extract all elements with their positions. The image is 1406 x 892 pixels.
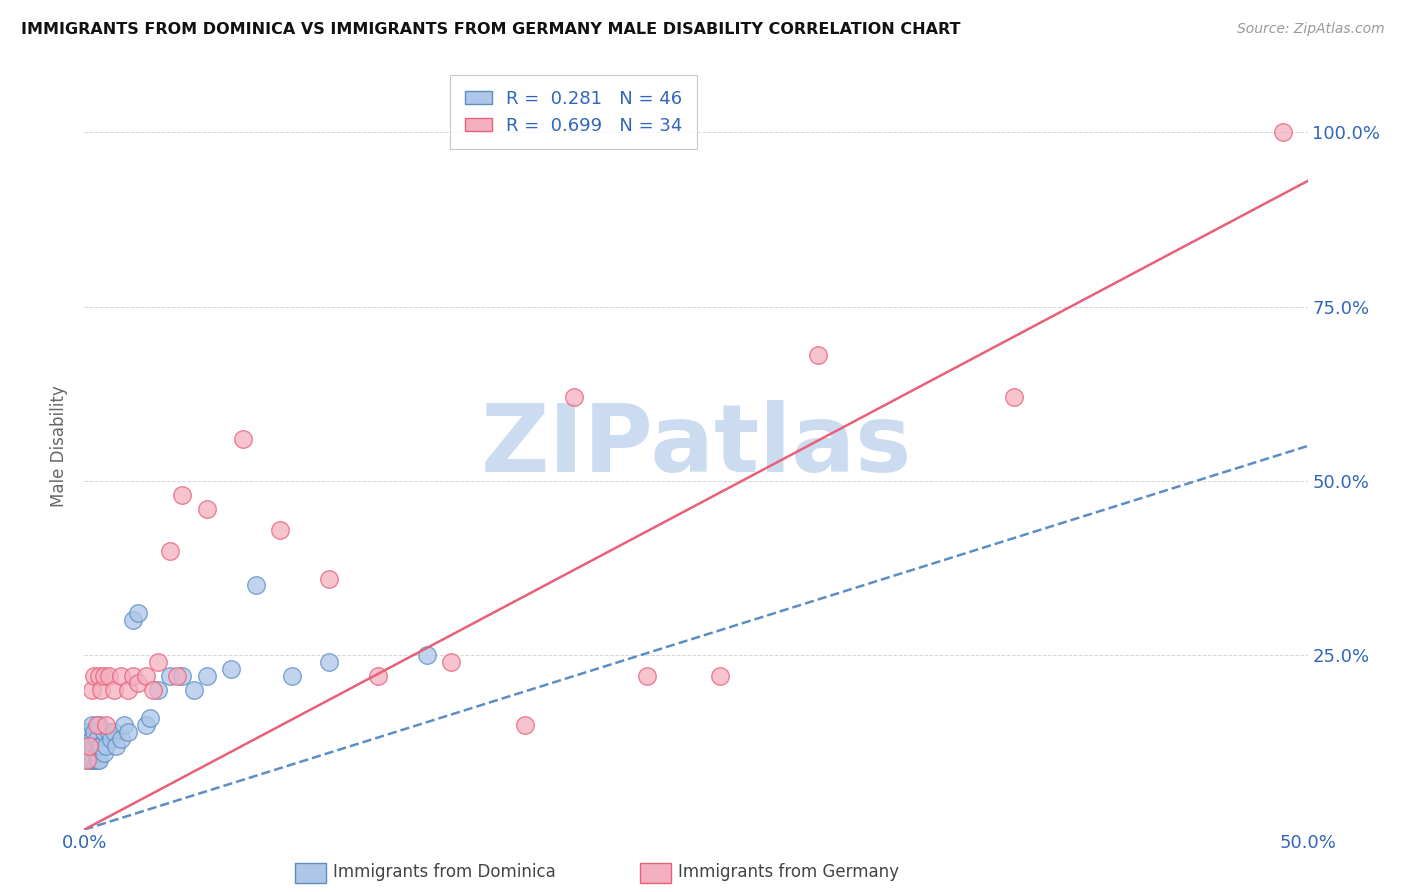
Point bbox=[318, 655, 340, 669]
Point bbox=[90, 739, 112, 753]
Point bbox=[318, 572, 340, 586]
Point bbox=[709, 669, 731, 683]
Point bbox=[83, 669, 105, 683]
Point bbox=[281, 669, 304, 683]
Point bbox=[80, 683, 103, 698]
Point bbox=[112, 718, 135, 732]
Point bbox=[76, 725, 98, 739]
Point bbox=[80, 718, 103, 732]
Point bbox=[76, 753, 98, 767]
Point bbox=[135, 718, 157, 732]
Point bbox=[80, 739, 103, 753]
Point bbox=[219, 662, 242, 676]
Text: Immigrants from Germany: Immigrants from Germany bbox=[678, 863, 898, 881]
Point bbox=[87, 669, 110, 683]
Point bbox=[86, 746, 108, 760]
Point bbox=[87, 753, 110, 767]
Point bbox=[127, 607, 149, 621]
Point bbox=[96, 739, 118, 753]
Point bbox=[440, 655, 463, 669]
Point bbox=[83, 739, 105, 753]
Point bbox=[77, 725, 100, 739]
Point bbox=[103, 683, 125, 698]
Point bbox=[232, 432, 254, 446]
Legend: R =  0.281   N = 46, R =  0.699   N = 34: R = 0.281 N = 46, R = 0.699 N = 34 bbox=[450, 75, 697, 149]
Point bbox=[93, 746, 115, 760]
Point bbox=[80, 731, 103, 746]
Point bbox=[117, 725, 139, 739]
Point bbox=[146, 683, 169, 698]
Text: IMMIGRANTS FROM DOMINICA VS IMMIGRANTS FROM GERMANY MALE DISABILITY CORRELATION : IMMIGRANTS FROM DOMINICA VS IMMIGRANTS F… bbox=[21, 22, 960, 37]
Point bbox=[77, 739, 100, 753]
Point bbox=[159, 543, 181, 558]
Point bbox=[87, 739, 110, 753]
Point bbox=[135, 669, 157, 683]
Point bbox=[76, 739, 98, 753]
Point bbox=[146, 655, 169, 669]
Point bbox=[96, 718, 118, 732]
Point bbox=[80, 746, 103, 760]
Point bbox=[97, 669, 120, 683]
Point bbox=[76, 753, 98, 767]
Point bbox=[159, 669, 181, 683]
Point bbox=[110, 669, 132, 683]
Y-axis label: Male Disability: Male Disability bbox=[51, 385, 69, 507]
Point bbox=[172, 669, 194, 683]
Point bbox=[127, 676, 149, 690]
Point bbox=[93, 725, 115, 739]
Point bbox=[105, 739, 128, 753]
Point bbox=[83, 725, 105, 739]
Point bbox=[636, 669, 658, 683]
Point bbox=[86, 753, 108, 767]
Point bbox=[142, 683, 165, 698]
Point bbox=[77, 739, 100, 753]
Point bbox=[172, 488, 194, 502]
Point bbox=[97, 725, 120, 739]
Point bbox=[100, 731, 122, 746]
Point bbox=[80, 753, 103, 767]
Point bbox=[1002, 390, 1025, 404]
Point bbox=[110, 731, 132, 746]
Point bbox=[86, 731, 108, 746]
Point bbox=[77, 753, 100, 767]
Point bbox=[122, 669, 145, 683]
Point bbox=[183, 683, 205, 698]
Point bbox=[77, 731, 100, 746]
Text: ZIPatlas: ZIPatlas bbox=[481, 400, 911, 492]
Point bbox=[83, 753, 105, 767]
Point bbox=[139, 711, 162, 725]
Text: Immigrants from Dominica: Immigrants from Dominica bbox=[333, 863, 555, 881]
Point bbox=[807, 348, 830, 362]
Point bbox=[269, 523, 291, 537]
Point bbox=[245, 578, 267, 592]
Point bbox=[87, 718, 110, 732]
Point bbox=[117, 683, 139, 698]
Point bbox=[86, 718, 108, 732]
Point bbox=[195, 501, 218, 516]
Point bbox=[416, 648, 439, 663]
Point bbox=[195, 669, 218, 683]
Point bbox=[122, 613, 145, 627]
Point bbox=[513, 718, 536, 732]
Point bbox=[166, 669, 188, 683]
Text: Source: ZipAtlas.com: Source: ZipAtlas.com bbox=[1237, 22, 1385, 37]
Point bbox=[562, 390, 585, 404]
Point bbox=[1272, 125, 1295, 139]
Point bbox=[93, 669, 115, 683]
Point bbox=[367, 669, 389, 683]
Point bbox=[90, 683, 112, 698]
Point bbox=[103, 725, 125, 739]
